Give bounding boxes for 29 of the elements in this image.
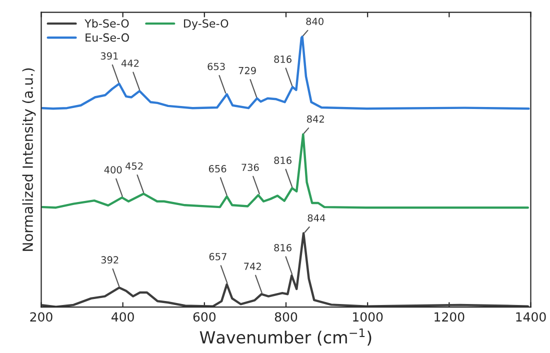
- x-tick-label: 400: [112, 312, 134, 322]
- annotation: 842: [307, 115, 324, 123]
- annotation: 816: [274, 244, 292, 252]
- annotation: 400: [104, 166, 122, 174]
- annotation: 816: [274, 156, 292, 164]
- x-tick-label: 1000: [353, 312, 383, 322]
- annotation: 657: [209, 252, 226, 260]
- annotation: 656: [208, 165, 226, 172]
- annotation: 844: [308, 214, 326, 222]
- x-tick-label: 200: [30, 312, 52, 322]
- annotation: 392: [101, 256, 118, 264]
- x-tick-label: 800: [274, 312, 298, 322]
- legend-label: Eu-Se-O: [86, 33, 129, 42]
- annotation: 729: [238, 66, 256, 74]
- x-tick-label: 600: [193, 312, 216, 322]
- x-tick-label: 1200: [434, 312, 464, 322]
- legend-label: Yb-Se-O: [84, 19, 129, 28]
- annotation: 442: [121, 60, 139, 67]
- x-tick-label: 1400: [516, 312, 546, 322]
- annotation: 452: [126, 162, 143, 170]
- annotation: 391: [100, 52, 118, 60]
- y-axis-title: Normalized Intensity (a.u.): [22, 68, 36, 251]
- annotation: 736: [242, 164, 259, 172]
- x-axis-title: Wavenumber (cm$^{−1}$): [200, 328, 372, 346]
- legend-label: Dy-Se-O: [184, 19, 228, 30]
- annotation: 816: [274, 56, 292, 63]
- annotation: 840: [306, 18, 324, 26]
- annotation: 742: [244, 262, 261, 270]
- annotation: 653: [208, 62, 225, 70]
